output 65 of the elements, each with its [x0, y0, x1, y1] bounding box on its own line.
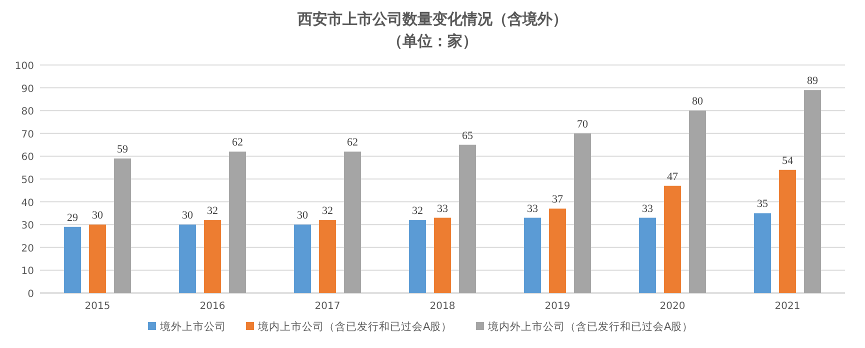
bar	[689, 110, 706, 293]
data-label: 30	[297, 210, 308, 222]
y-tick-label: 30	[21, 220, 34, 232]
bar	[639, 218, 656, 293]
legend-label: 境内外上市公司（含已发行和已过会A股）	[487, 320, 694, 333]
bar	[319, 220, 336, 293]
bar	[459, 144, 476, 293]
y-tick-label: 0	[28, 289, 34, 300]
data-label: 30	[92, 210, 104, 222]
data-label: 65	[462, 130, 474, 142]
y-tick-label: 20	[21, 243, 34, 254]
bar	[204, 220, 221, 293]
data-label: 80	[692, 96, 704, 108]
x-tick-label: 2021	[774, 301, 800, 312]
data-label: 37	[552, 194, 564, 206]
data-label: 62	[232, 136, 243, 149]
data-label: 33	[437, 202, 448, 215]
chart-subtitle: （单位：家）	[388, 32, 478, 50]
y-tick-label: 60	[21, 152, 34, 164]
x-tick-label: 2018	[430, 301, 456, 312]
bar	[409, 220, 426, 293]
bar	[294, 224, 311, 293]
data-label: 35	[757, 198, 768, 210]
bar	[434, 218, 451, 293]
data-label: 33	[527, 202, 538, 215]
bar	[89, 224, 106, 293]
data-label: 62	[347, 136, 358, 149]
x-tick-label: 2019	[544, 301, 570, 312]
legend-label: 境外上市公司	[159, 320, 226, 333]
data-label: 70	[577, 118, 588, 130]
x-tick-label: 2015	[84, 301, 110, 312]
data-label: 54	[782, 154, 794, 167]
bar	[114, 158, 131, 293]
data-label: 32	[322, 205, 333, 218]
legend-label: 境内上市公司（含已发行和已过会A股）	[257, 320, 452, 333]
data-label: 32	[207, 205, 218, 218]
bar	[779, 170, 796, 293]
data-label: 32	[412, 205, 423, 218]
y-tick-label: 90	[21, 84, 34, 95]
bar	[664, 186, 681, 293]
bar	[229, 152, 246, 293]
bar	[574, 133, 591, 293]
chart-title: 西安市上市公司数量变化情况（含境外）	[296, 10, 568, 28]
data-label: 29	[67, 212, 78, 224]
y-tick-label: 40	[21, 198, 34, 209]
data-label: 30	[182, 210, 194, 222]
data-label: 47	[667, 170, 678, 183]
bar	[344, 152, 361, 293]
y-tick-label: 10	[21, 266, 34, 278]
y-tick-label: 80	[21, 106, 34, 118]
y-tick-label: 100	[14, 61, 34, 72]
y-tick-label: 70	[21, 129, 34, 140]
bar	[754, 213, 771, 293]
data-label: 89	[807, 75, 818, 88]
data-label: 59	[117, 143, 128, 156]
x-tick-label: 2017	[314, 301, 340, 312]
y-tick-label: 50	[21, 175, 34, 186]
x-tick-label: 2020	[660, 301, 686, 312]
bar	[549, 208, 566, 293]
bar	[524, 218, 541, 293]
bar	[179, 224, 196, 293]
data-label: 33	[642, 202, 654, 215]
bar	[804, 90, 821, 293]
x-tick-label: 2016	[200, 301, 226, 312]
bar	[64, 226, 81, 293]
